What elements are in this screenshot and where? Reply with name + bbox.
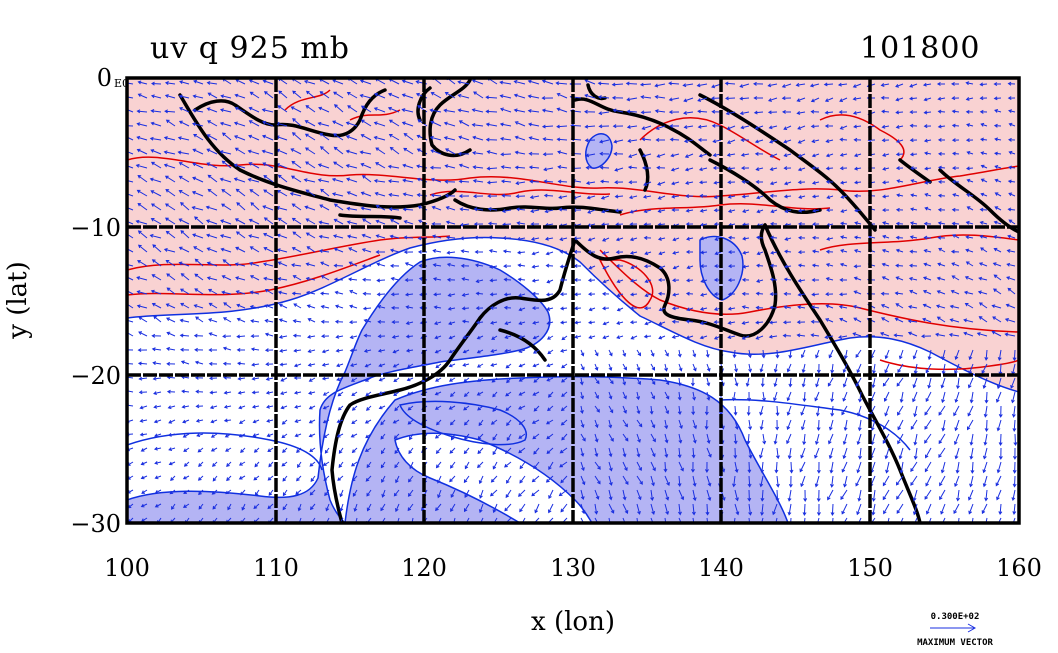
reference-vector-caption: MAXIMUM VECTOR	[917, 638, 993, 648]
negative-field-contour	[719, 398, 911, 451]
chart-title: uv q 925 mb	[150, 31, 350, 66]
x-tick-label: 130	[550, 554, 596, 582]
x-tick-label: 100	[104, 554, 150, 582]
reference-vector-arrow	[930, 623, 977, 633]
negative-field-contour	[585, 133, 613, 169]
y-tick-label: −20	[70, 362, 121, 390]
grid	[127, 78, 1019, 523]
negative-field-contour	[398, 400, 527, 446]
plot-frame	[125, 76, 1021, 525]
x-tick-label: 110	[253, 554, 299, 582]
y-tick-label: −30	[70, 510, 121, 538]
x-tick-label: 140	[698, 554, 744, 582]
reference-vector-value: 0.300E+02	[931, 612, 980, 622]
y-axis-label: y (lat)	[3, 261, 33, 340]
x-tick-label: 120	[401, 554, 447, 582]
y-tick-suffix: E0	[114, 77, 129, 90]
x-axis-label: x (lon)	[531, 607, 615, 637]
y-tick-label: 0	[97, 64, 112, 92]
x-tick-label: 150	[847, 554, 893, 582]
negative-field-shading-dark	[127, 256, 551, 523]
x-tick-label: 160	[996, 554, 1042, 582]
date-label: 101800	[860, 31, 981, 66]
y-tick-label: −10	[70, 214, 121, 242]
negative-field-contour	[127, 432, 323, 471]
negative-field-shading-white	[394, 432, 593, 523]
